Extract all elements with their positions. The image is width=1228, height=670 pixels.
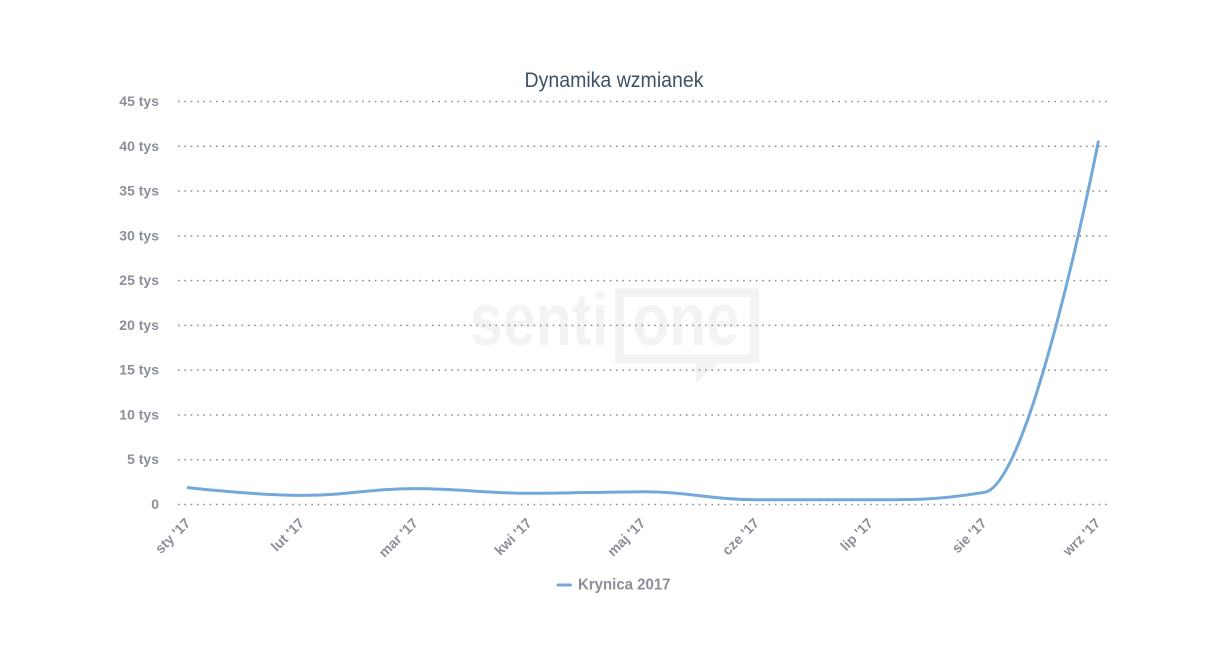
svg-text:lut '17: lut '17 — [268, 515, 308, 555]
svg-text:Krynica 2017: Krynica 2017 — [578, 577, 671, 594]
svg-text:5 tys: 5 tys — [127, 451, 159, 467]
svg-text:senti: senti — [470, 278, 608, 361]
svg-text:35 tys: 35 tys — [119, 183, 159, 199]
svg-text:25 tys: 25 tys — [119, 272, 159, 288]
svg-text:10 tys: 10 tys — [119, 406, 159, 422]
svg-text:mar '17: mar '17 — [375, 515, 421, 561]
svg-text:45 tys: 45 tys — [119, 93, 159, 109]
svg-text:sie '17: sie '17 — [948, 515, 989, 556]
svg-text:wrz '17: wrz '17 — [1059, 515, 1104, 560]
svg-text:15 tys: 15 tys — [119, 362, 159, 378]
svg-text:one: one — [633, 278, 740, 361]
svg-text:40 tys: 40 tys — [119, 138, 159, 154]
svg-text:20 tys: 20 tys — [119, 317, 159, 333]
svg-text:cze '17: cze '17 — [719, 515, 763, 559]
svg-text:30 tys: 30 tys — [119, 227, 159, 243]
svg-text:maj '17: maj '17 — [604, 515, 649, 560]
svg-text:kwi '17: kwi '17 — [491, 515, 535, 559]
svg-text:0: 0 — [151, 496, 159, 512]
svg-text:sty '17: sty '17 — [152, 515, 194, 557]
svg-text:Dynamika wzmianek: Dynamika wzmianek — [525, 68, 704, 92]
svg-text:lip '17: lip '17 — [837, 515, 876, 554]
